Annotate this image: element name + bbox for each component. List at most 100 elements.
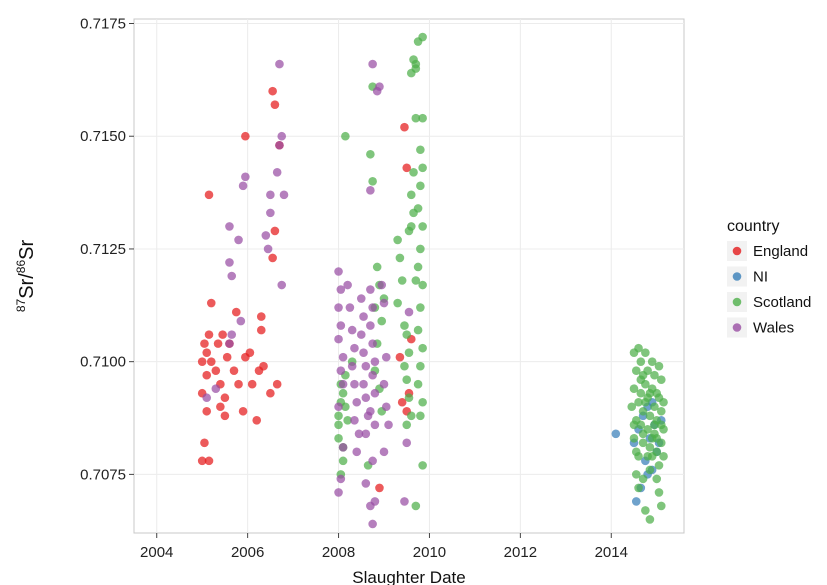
point-scotland (652, 388, 662, 398)
point-scotland (643, 366, 652, 375)
point-wales (263, 244, 273, 254)
point-scotland (411, 501, 421, 511)
point-england (202, 406, 212, 416)
point-scotland (395, 253, 405, 263)
point-scotland (416, 145, 425, 155)
point-wales (202, 393, 212, 403)
point-scotland (654, 361, 664, 371)
point-scotland (641, 348, 650, 357)
point-scotland (650, 420, 659, 430)
point-wales (338, 443, 348, 452)
y-axis-title: 87Sr/86Sr (14, 240, 38, 313)
point-scotland (413, 262, 423, 272)
point-wales (361, 479, 371, 488)
point-wales (336, 321, 346, 330)
legend-label-scotland: Scotland (753, 294, 811, 311)
point-england (204, 330, 214, 339)
point-scotland (636, 388, 646, 398)
point-wales (241, 172, 250, 182)
point-wales (361, 393, 371, 403)
point-wales (334, 402, 343, 412)
point-england (202, 370, 212, 380)
legend: country England NI Scotland Wales (727, 218, 811, 338)
point-wales (368, 456, 377, 466)
legend-marker-scotland (732, 297, 742, 307)
point-wales (336, 474, 346, 484)
point-wales (275, 140, 284, 150)
point-england (206, 357, 216, 366)
point-wales (338, 379, 348, 389)
point-wales (236, 316, 246, 326)
point-scotland (338, 388, 348, 398)
point-wales (225, 222, 234, 231)
point-scotland (418, 32, 427, 42)
point-england (375, 483, 384, 493)
point-scotland (643, 452, 652, 461)
point-england (218, 330, 227, 339)
point-england (200, 339, 209, 348)
y-tick-label: 0.7175 (80, 16, 126, 33)
point-scotland (654, 461, 664, 470)
point-england (231, 307, 241, 317)
point-scotland (645, 515, 655, 524)
point-wales (366, 321, 375, 330)
point-wales (338, 352, 348, 362)
point-scotland (654, 488, 664, 497)
point-scotland (413, 379, 423, 389)
point-scotland (645, 388, 655, 398)
point-scotland (659, 397, 668, 407)
grid-lines (134, 19, 684, 533)
point-scotland (377, 316, 387, 326)
point-wales (379, 298, 389, 308)
point-wales (368, 339, 377, 348)
point-wales (336, 285, 346, 294)
point-england (270, 100, 280, 109)
point-wales (334, 267, 343, 276)
point-wales (366, 186, 375, 195)
point-scotland (418, 222, 427, 231)
point-wales (356, 330, 366, 339)
point-england (211, 366, 221, 375)
point-scotland (647, 357, 657, 366)
point-england (216, 402, 225, 412)
point-scotland (631, 366, 641, 375)
point-scotland (631, 470, 641, 479)
point-scotland (627, 402, 637, 412)
point-wales (334, 334, 343, 344)
point-scotland (404, 226, 414, 236)
point-scotland (641, 506, 650, 515)
point-england (200, 438, 209, 448)
point-wales (334, 488, 343, 497)
point-scotland (645, 411, 655, 421)
point-wales (361, 361, 371, 371)
y-tick-label: 0.7125 (80, 241, 126, 258)
point-scotland (338, 456, 348, 466)
point-wales (234, 235, 243, 245)
point-scotland (416, 361, 425, 371)
point-scotland (406, 411, 416, 421)
point-wales (359, 312, 368, 321)
point-england (245, 348, 255, 357)
point-england (197, 456, 207, 466)
data-points (197, 32, 668, 529)
point-wales (345, 303, 355, 312)
point-scotland (416, 244, 425, 254)
point-wales (384, 420, 393, 430)
point-england (256, 312, 266, 321)
point-england (252, 415, 262, 425)
point-england (197, 357, 207, 366)
point-england (234, 379, 243, 389)
point-wales (261, 231, 271, 240)
point-england (229, 366, 239, 375)
point-scotland (418, 397, 427, 407)
point-scotland (638, 438, 648, 448)
point-wales (381, 402, 391, 412)
point-wales (334, 303, 343, 312)
point-wales (277, 280, 287, 290)
point-scotland (650, 370, 659, 380)
point-wales (354, 429, 364, 439)
legend-marker-wales (732, 323, 742, 332)
point-wales (225, 339, 234, 348)
point-scotland (636, 375, 646, 385)
point-wales (347, 325, 357, 335)
